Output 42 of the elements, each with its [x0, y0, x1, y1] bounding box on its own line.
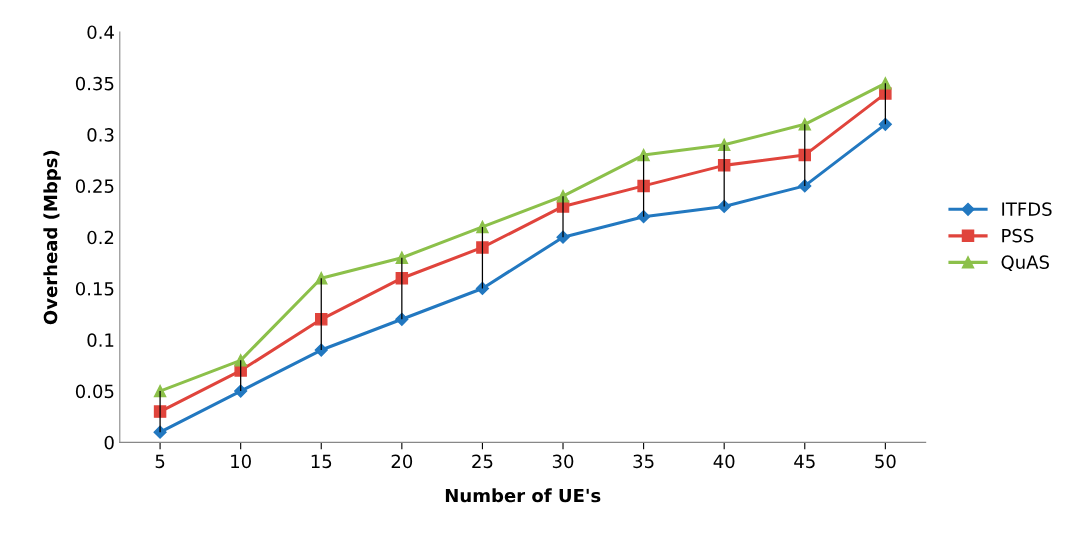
x-tick-label: 30	[552, 454, 574, 469]
y-tick-label: 0.3	[87, 128, 114, 142]
x-tick-label: 40	[713, 454, 735, 469]
point	[637, 179, 650, 193]
x-tick-label: 10	[231, 454, 251, 469]
point	[637, 210, 651, 224]
point	[878, 117, 892, 131]
point	[314, 343, 328, 357]
point	[798, 179, 812, 193]
legend-label: ITFDS	[1002, 202, 1052, 216]
y-tick-label: 0.15	[75, 281, 114, 296]
legend-label: QuAS	[1001, 255, 1049, 271]
x-axis-title: Number of UE's	[445, 488, 601, 503]
point	[637, 148, 650, 162]
point	[879, 77, 892, 90]
y-axis-title: Overhead (Mbps)	[43, 150, 61, 325]
x-tick-label: 20	[391, 454, 413, 469]
x-tick-label: 35	[633, 454, 654, 469]
y-tick-label: 0.2	[87, 230, 114, 245]
y-tick-label: 0.1	[87, 333, 114, 347]
y-tick-label: 0.35	[75, 76, 114, 91]
x-tick-label: 50	[875, 454, 896, 469]
point	[717, 199, 731, 213]
x-tick-label: 25	[472, 454, 493, 469]
legend-label: PSS	[1002, 228, 1034, 243]
point	[315, 313, 328, 326]
y-tick-label: 0	[104, 435, 114, 450]
x-tick-label: 5	[155, 454, 165, 469]
x-tick-label: 15	[311, 454, 332, 469]
x-tick-label: 45	[794, 454, 815, 469]
point	[395, 312, 409, 326]
point	[234, 384, 248, 398]
point	[476, 220, 489, 234]
point	[717, 138, 731, 152]
point	[395, 251, 409, 264]
point	[798, 118, 812, 131]
point	[234, 354, 247, 367]
y-tick-label: 0.05	[75, 384, 114, 399]
point	[717, 159, 731, 172]
point	[476, 241, 489, 254]
y-tick-label: 0.25	[75, 179, 114, 193]
y-tick-label: 0.4	[87, 25, 114, 40]
